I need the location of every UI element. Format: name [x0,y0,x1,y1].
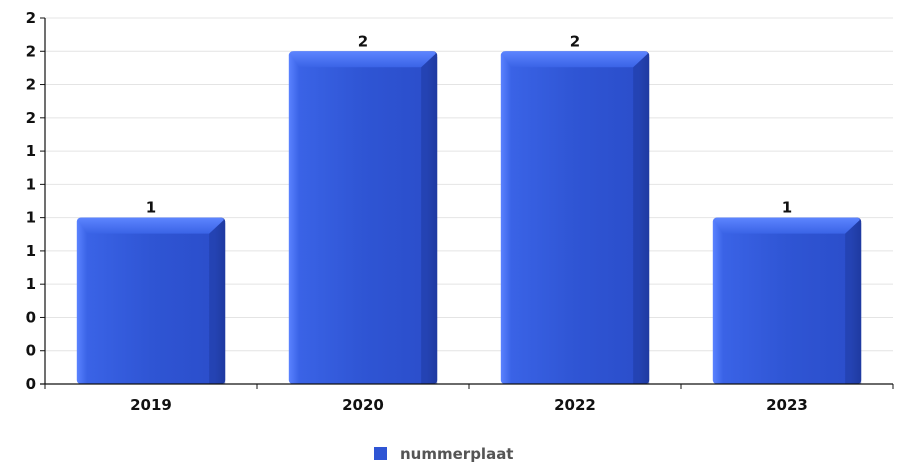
data-label: 2 [570,32,580,50]
bar-cap [290,51,436,68]
bar-cap [714,217,860,234]
y-axis: 0 0 0 1 1 1 1 1 2 2 2 2 [26,9,46,393]
y-tick-label: 2 [26,76,36,94]
y-tick-label: 1 [26,275,36,293]
bar-side [209,220,226,384]
bar[interactable] [500,51,650,384]
bar-cap [78,217,224,234]
bar-cap [502,51,648,68]
data-label: 1 [146,199,156,217]
bar-body [500,51,650,384]
legend-label[interactable]: nummerplaat [400,445,513,463]
bar[interactable] [76,217,226,384]
x-tick-label: 2022 [554,396,596,414]
y-tick-label: 1 [26,209,36,227]
y-tick-label: 2 [26,9,36,27]
x-axis: 2019 2020 2022 2023 [40,383,894,414]
x-tick-label: 2023 [766,396,808,414]
y-tick-label: 0 [26,342,36,360]
y-tick-label: 0 [26,375,36,393]
x-tick-label: 2019 [130,396,172,414]
y-tick-label: 1 [26,242,36,260]
legend-swatch [374,447,387,460]
data-label: 1 [782,199,792,217]
bar[interactable] [712,217,862,384]
data-labels: 1 2 2 1 [146,32,792,216]
bars [76,51,862,384]
bar-body [712,217,862,384]
y-tick-label: 1 [26,175,36,193]
bar-side [421,54,438,384]
bar[interactable] [288,51,438,384]
y-tick-label: 0 [26,308,36,326]
x-tick-label: 2020 [342,396,384,414]
data-label: 2 [358,32,368,50]
bar-body [76,217,226,384]
bar-side [633,54,650,384]
legend: nummerplaat [374,445,513,463]
bar-body [288,51,438,384]
bar-side [845,220,862,384]
y-tick-label: 2 [26,42,36,60]
y-tick-label: 2 [26,109,36,127]
y-tick-label: 1 [26,142,36,160]
